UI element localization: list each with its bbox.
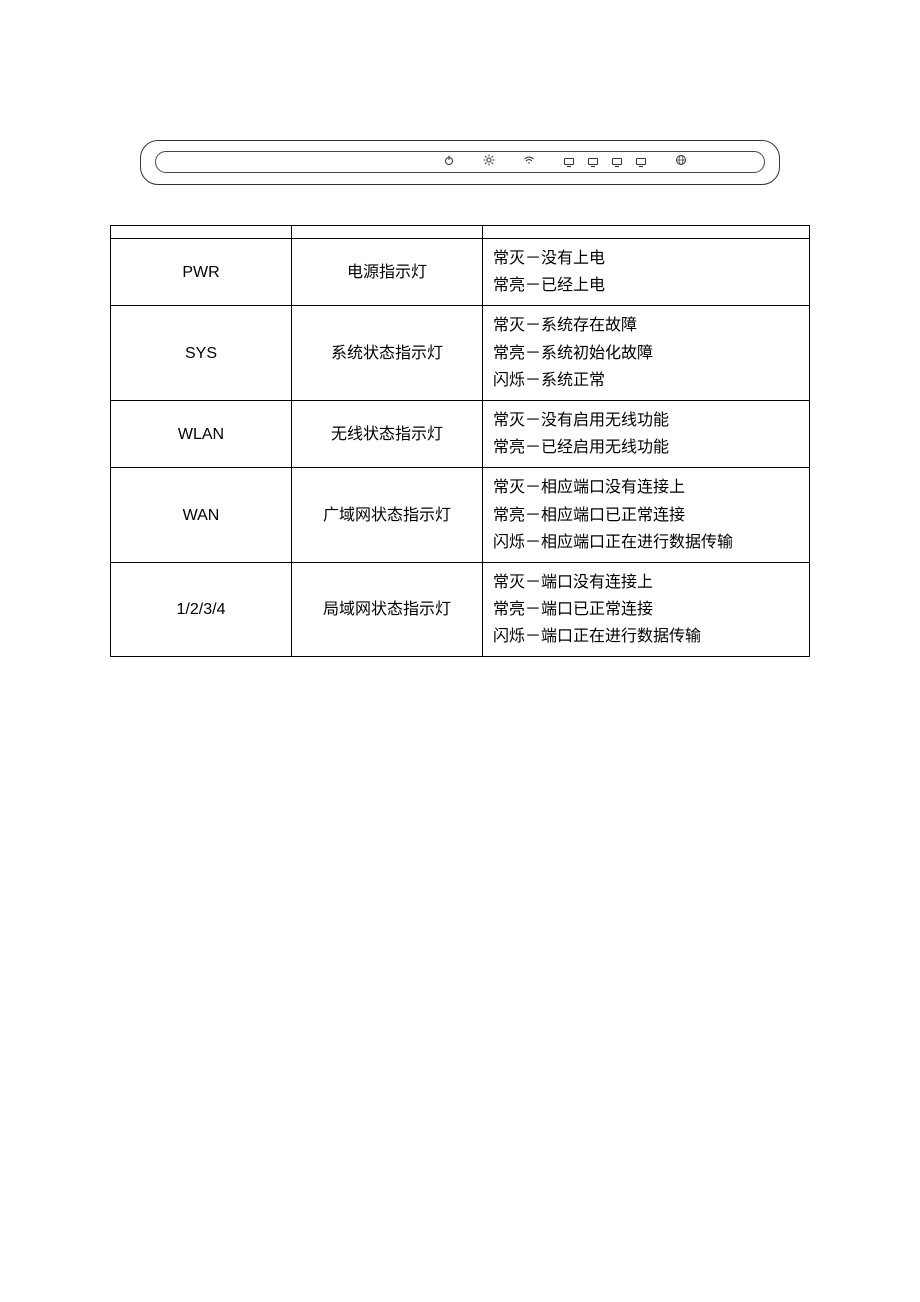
cell-desc: 系统状态指示灯 bbox=[292, 306, 483, 401]
cell-name: 1/2/3/4 bbox=[111, 562, 292, 657]
table-row: SYS系统状态指示灯常灭－系统存在故障常亮－系统初始化故障闪烁－系统正常 bbox=[111, 306, 810, 401]
cell-name: WAN bbox=[111, 468, 292, 563]
power-icon bbox=[443, 154, 455, 170]
cell-desc: 局域网状态指示灯 bbox=[292, 562, 483, 657]
table-row: WAN广域网状态指示灯常灭－相应端口没有连接上常亮－相应端口已正常连接闪烁－相应… bbox=[111, 468, 810, 563]
panel-label-row bbox=[155, 173, 765, 174]
th-desc bbox=[292, 226, 483, 239]
table-header-row bbox=[111, 226, 810, 239]
table-row: PWR电源指示灯常灭－没有上电常亮－已经上电 bbox=[111, 239, 810, 306]
wifi-icon bbox=[523, 154, 535, 170]
indicator-table: PWR电源指示灯常灭－没有上电常亮－已经上电SYS系统状态指示灯常灭－系统存在故… bbox=[110, 225, 810, 657]
cell-func: 常灭－系统存在故障常亮－系统初始化故障闪烁－系统正常 bbox=[483, 306, 810, 401]
cell-func: 常灭－相应端口没有连接上常亮－相应端口已正常连接闪烁－相应端口正在进行数据传输 bbox=[483, 468, 810, 563]
monitor-icon bbox=[563, 156, 575, 168]
lan-icons bbox=[563, 156, 647, 168]
monitor-icon bbox=[611, 156, 623, 168]
panel-led-row bbox=[155, 151, 765, 173]
th-indicator bbox=[111, 226, 292, 239]
monitor-icon bbox=[635, 156, 647, 168]
cell-desc: 广域网状态指示灯 bbox=[292, 468, 483, 563]
cell-func: 常灭－没有启用无线功能常亮－已经启用无线功能 bbox=[483, 400, 810, 467]
front-panel-figure bbox=[140, 140, 780, 185]
table-row: WLAN无线状态指示灯常灭－没有启用无线功能常亮－已经启用无线功能 bbox=[111, 400, 810, 467]
cell-name: WLAN bbox=[111, 400, 292, 467]
cell-name: SYS bbox=[111, 306, 292, 401]
cell-desc: 无线状态指示灯 bbox=[292, 400, 483, 467]
cell-func: 常灭－端口没有连接上常亮－端口已正常连接闪烁－端口正在进行数据传输 bbox=[483, 562, 810, 657]
monitor-icon bbox=[587, 156, 599, 168]
cell-func: 常灭－没有上电常亮－已经上电 bbox=[483, 239, 810, 306]
globe-icon bbox=[675, 154, 687, 170]
table-row: 1/2/3/4局域网状态指示灯常灭－端口没有连接上常亮－端口已正常连接闪烁－端口… bbox=[111, 562, 810, 657]
cell-desc: 电源指示灯 bbox=[292, 239, 483, 306]
cell-name: PWR bbox=[111, 239, 292, 306]
gear-icon bbox=[483, 154, 495, 170]
th-func bbox=[483, 226, 810, 239]
